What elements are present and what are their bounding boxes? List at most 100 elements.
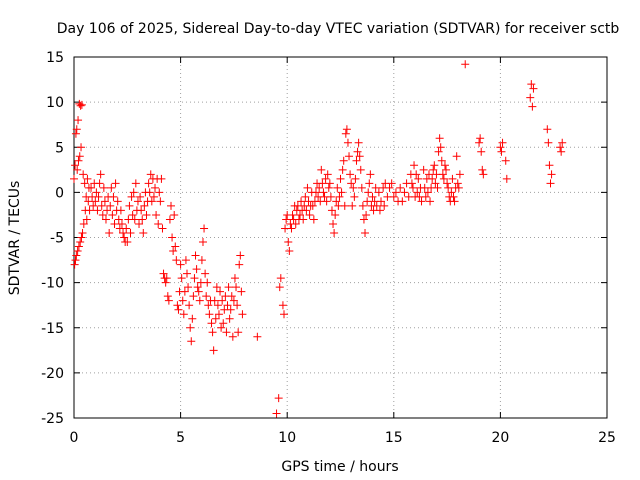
data-point — [318, 179, 327, 188]
data-point — [207, 319, 216, 328]
data-point — [169, 247, 178, 256]
data-point — [72, 125, 81, 134]
data-point — [161, 278, 170, 287]
data-point — [72, 251, 81, 260]
data-point — [407, 179, 416, 188]
data-point — [439, 174, 448, 183]
data-point — [74, 156, 83, 165]
data-point — [70, 260, 79, 269]
data-point — [189, 292, 198, 301]
data-point — [447, 188, 456, 197]
data-point — [327, 206, 336, 215]
data-point — [352, 156, 361, 165]
data-point — [174, 305, 183, 314]
data-point — [398, 197, 407, 206]
y-tick-label: -25 — [41, 411, 64, 427]
data-point — [138, 215, 147, 224]
data-point — [333, 183, 342, 192]
data-point — [165, 215, 174, 224]
data-point — [179, 310, 188, 319]
data-point — [146, 170, 155, 179]
data-point — [274, 394, 283, 403]
data-point — [99, 183, 108, 192]
data-point — [76, 101, 85, 110]
data-point — [187, 337, 196, 346]
data-point — [227, 292, 236, 301]
data-point — [144, 179, 153, 188]
data-point — [526, 93, 535, 102]
data-point — [123, 238, 132, 247]
data-point — [346, 170, 355, 179]
data-point — [385, 183, 394, 192]
data-point — [354, 138, 363, 147]
data-point — [111, 179, 120, 188]
data-point — [366, 170, 375, 179]
data-point — [478, 165, 487, 174]
data-point — [276, 274, 285, 283]
data-point — [291, 219, 300, 228]
data-point — [317, 165, 326, 174]
data-point — [414, 174, 423, 183]
data-point — [195, 296, 204, 305]
data-point — [479, 170, 488, 179]
data-point — [191, 251, 200, 260]
data-point — [361, 228, 370, 237]
data-point — [371, 183, 380, 192]
data-point — [351, 174, 360, 183]
data-point — [400, 188, 409, 197]
data-point — [110, 219, 119, 228]
data-point — [149, 192, 158, 201]
data-point — [331, 210, 340, 219]
data-point — [238, 310, 247, 319]
data-point — [214, 310, 223, 319]
data-point — [347, 179, 356, 188]
data-point — [190, 274, 199, 283]
data-point — [434, 147, 443, 156]
data-point — [74, 116, 83, 125]
data-point — [556, 143, 565, 152]
y-tick-label: 5 — [55, 140, 64, 156]
data-point — [85, 206, 94, 215]
data-point — [272, 409, 281, 418]
data-point — [158, 224, 167, 233]
data-point — [87, 183, 96, 192]
data-point — [211, 314, 220, 323]
data-point — [362, 210, 371, 219]
data-point — [342, 125, 351, 134]
data-point — [203, 278, 212, 287]
data-point — [125, 201, 134, 210]
data-point — [288, 210, 297, 219]
data-point — [475, 138, 484, 147]
y-tick-label: -20 — [41, 366, 64, 382]
x-tick-label: 20 — [491, 430, 509, 446]
data-point — [77, 233, 86, 242]
data-point — [218, 296, 227, 305]
data-point — [137, 206, 146, 215]
data-point — [278, 301, 287, 310]
data-point — [558, 138, 567, 147]
data-point — [193, 283, 202, 292]
data-point — [543, 125, 552, 134]
data-point — [391, 188, 400, 197]
data-point — [429, 165, 438, 174]
data-point — [163, 292, 172, 301]
data-point — [389, 192, 398, 201]
data-point — [431, 179, 440, 188]
data-point — [305, 210, 314, 219]
data-point — [122, 224, 131, 233]
data-point — [76, 238, 85, 247]
data-point — [194, 287, 203, 296]
data-point — [80, 179, 89, 188]
data-point — [413, 188, 422, 197]
data-point — [234, 328, 243, 337]
data-point — [209, 346, 218, 355]
data-point — [545, 161, 554, 170]
data-point — [332, 197, 341, 206]
data-point — [106, 201, 115, 210]
y-tick-label: -15 — [41, 321, 64, 337]
data-point — [315, 183, 324, 192]
data-point — [498, 138, 507, 147]
data-point — [340, 201, 349, 210]
data-point — [287, 224, 296, 233]
data-point — [98, 210, 107, 219]
